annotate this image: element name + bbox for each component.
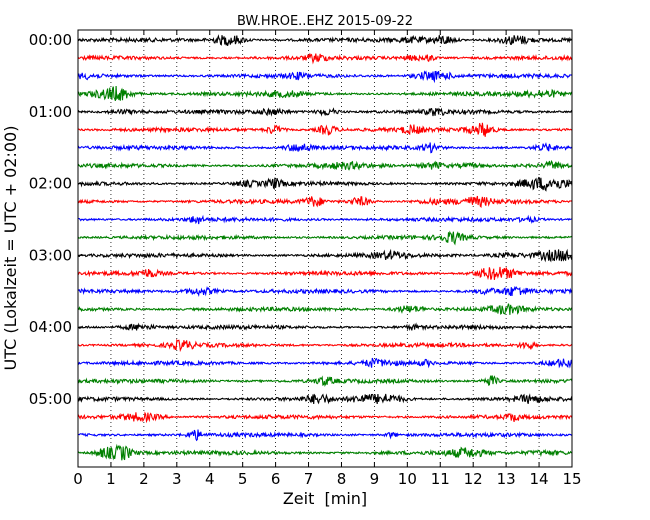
trace-16 [77, 322, 573, 332]
y-tick-label-01:00: 01:00 [29, 103, 72, 121]
plot-frame [77, 29, 573, 468]
x-tick-label-9: 9 [370, 470, 380, 488]
x-tick-label-6: 6 [271, 470, 281, 488]
x-axis-label: Zeit [min] [283, 489, 367, 508]
trace-2 [77, 70, 573, 84]
trace-7 [77, 159, 573, 171]
x-tick-label-7: 7 [304, 470, 314, 488]
x-axis-ticks: 0 1 2 3 4 5 6 7 8 9 10 11 12 13 14 15 [73, 30, 582, 488]
x-tick-label-8: 8 [337, 470, 347, 488]
trace-1 [77, 52, 573, 65]
trace-23 [77, 443, 573, 461]
x-tick-label-5: 5 [238, 470, 248, 488]
x-tick-label-13: 13 [497, 470, 516, 488]
x-tick-label-4: 4 [205, 470, 215, 488]
y-axis-ticks: 00:00 01:00 02:00 03:00 04:00 05:00 [29, 31, 572, 408]
y-tick-label-02:00: 02:00 [29, 175, 72, 193]
seismic-traces [77, 34, 573, 461]
x-tick-label-3: 3 [172, 470, 182, 488]
trace-20 [78, 393, 573, 405]
trace-0 [77, 34, 573, 46]
trace-21 [77, 411, 573, 424]
trace-14 [77, 285, 573, 298]
trace-19 [77, 375, 573, 387]
trace-11 [77, 230, 573, 246]
trace-12 [77, 248, 573, 263]
x-tick-label-10: 10 [398, 470, 417, 488]
trace-15 [77, 303, 573, 315]
x-tick-label-12: 12 [464, 470, 483, 488]
trace-8 [77, 176, 573, 192]
trace-9 [77, 195, 573, 209]
trace-13 [77, 266, 573, 281]
y-tick-label-00:00: 00:00 [29, 31, 72, 49]
trace-3 [77, 85, 573, 101]
trace-22 [78, 429, 573, 442]
trace-5 [77, 122, 573, 137]
trace-17 [77, 338, 573, 353]
x-tick-label-2: 2 [139, 470, 149, 488]
trace-18 [77, 357, 573, 369]
vertical-grid [110, 30, 540, 467]
x-tick-label-11: 11 [431, 470, 450, 488]
y-tick-label-03:00: 03:00 [29, 246, 72, 264]
x-tick-label-0: 0 [73, 470, 83, 488]
x-tick-label-15: 15 [562, 470, 581, 488]
trace-10 [78, 214, 572, 225]
trace-4 [77, 107, 573, 117]
y-tick-label-05:00: 05:00 [29, 390, 72, 408]
chart-title: BW.HROE..EHZ 2015-09-22 [237, 14, 413, 29]
x-tick-label-14: 14 [530, 470, 549, 488]
y-tick-label-04:00: 04:00 [29, 318, 72, 336]
trace-6 [77, 142, 573, 154]
y-axis-label: UTC (Lokalzeit = UTC + 02:00) [1, 126, 20, 371]
x-tick-label-1: 1 [106, 470, 116, 488]
